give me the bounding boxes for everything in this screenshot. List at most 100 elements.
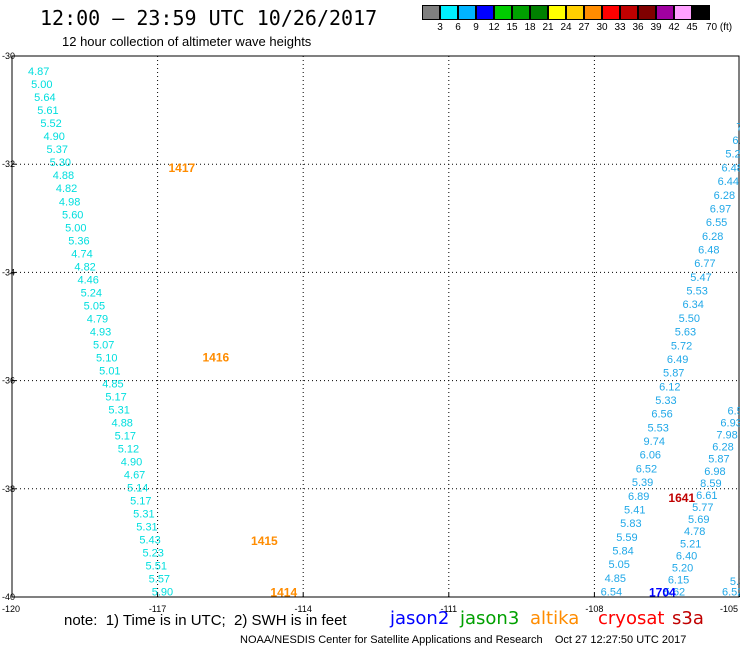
swh-value-west: 4.82 [56, 183, 77, 195]
swh-value-east: 5.83 [620, 518, 641, 530]
swh-value-west: 4.90 [121, 456, 142, 468]
page-subtitle: 12 hour collection of altimeter wave hei… [62, 34, 312, 49]
color-scale-label: 21 [542, 22, 554, 33]
mission-label-s3a: s3a [672, 608, 704, 629]
color-scale-label: 70 (ft) [706, 22, 733, 33]
swh-value-east: 6.52 [636, 463, 657, 475]
color-scale-swatch [512, 5, 530, 20]
y-tick-label: -34 [2, 267, 15, 277]
swh-value-west: 5.05 [84, 300, 105, 312]
color-scale-swatch [458, 5, 476, 20]
pass-time-label: 1417 [169, 161, 196, 175]
color-scale-label: 39 [650, 22, 662, 33]
swh-value-west: 5.43 [139, 535, 160, 547]
swh-value-east: 6.55 [706, 217, 727, 229]
swh-value-east: 6.06 [640, 450, 661, 462]
swh-value-east: 6.54 [601, 587, 622, 599]
swh-value-west: 5.52 [40, 118, 61, 130]
swh-value-west: 5.23 [142, 548, 163, 560]
swh-value-west: 4.98 [59, 196, 80, 208]
color-scale-label: 42 [668, 22, 680, 33]
swh-value-east: 6.8 [732, 135, 740, 147]
color-scale-swatch [638, 5, 656, 20]
x-tick-label: -117 [149, 604, 166, 614]
color-scale-label: 9 [473, 22, 479, 33]
y-tick-label: -38 [2, 484, 15, 494]
color-scale-swatch [584, 5, 602, 20]
swh-value-east: 6.56 [651, 409, 672, 421]
mission-label-cryosat: cryosat [598, 608, 665, 629]
swh-value-west: 5.60 [62, 209, 83, 221]
swh-value-east: 9.74 [644, 436, 665, 448]
swh-value-east2: 6.40 [676, 550, 697, 562]
swh-value-west: 5.10 [96, 352, 117, 364]
swh-value-east2: 6.5 [727, 405, 740, 417]
swh-value-west: 4.74 [71, 248, 92, 260]
swh-value-east: 6.34 [683, 299, 704, 311]
color-scale-label: 36 [632, 22, 644, 33]
swh-value-west: 5.00 [31, 79, 52, 91]
mission-label-jason3: jason3 [460, 608, 520, 629]
swh-value-east: 5.05 [608, 559, 629, 571]
swh-value-east2: 7.98 [716, 430, 737, 442]
swh-value-east: 5.50 [679, 313, 700, 325]
y-tick-label: -32 [2, 159, 15, 169]
swh-value-east: 6.48 [698, 244, 719, 256]
color-scale-swatch [692, 5, 710, 20]
swh-value-east: 5.72 [671, 340, 692, 352]
x-tick-label: -108 [585, 604, 603, 614]
swh-value-east2: 5.21 [680, 538, 701, 550]
swh-value-east: 6.12 [659, 381, 680, 393]
swh-value-west: 4.88 [112, 417, 133, 429]
color-scale-label: 6 [455, 22, 461, 33]
swh-value-east: 6.97 [710, 203, 731, 215]
color-scale-swatch [548, 5, 566, 20]
color-scale-label: 30 [596, 22, 608, 33]
swh-value-edge: 5.3 [730, 576, 740, 588]
mission-label-jason2: jason2 [390, 608, 450, 629]
y-tick-label: -36 [2, 376, 15, 386]
swh-value-edge: 6.52 [722, 587, 740, 599]
swh-value-east: 6.48 [721, 162, 740, 174]
swh-value-east: 5.63 [675, 327, 696, 339]
swh-value-east: 5.23 [725, 149, 740, 161]
swh-value-east: 6.77 [694, 258, 715, 270]
color-scale-label: 45 [686, 22, 698, 33]
swh-value-west: 5.01 [99, 365, 120, 377]
swh-value-west: 5.17 [130, 496, 151, 508]
color-scale-swatch [440, 5, 458, 20]
swh-value-east2: 6.28 [712, 442, 733, 454]
swh-value-west: 5.30 [50, 157, 71, 169]
swh-value-west: 4.79 [87, 313, 108, 325]
swh-value-west: 5.90 [152, 587, 173, 599]
x-tick-label: -114 [295, 604, 312, 614]
y-tick-label: -40 [2, 592, 15, 602]
swh-value-west: 4.46 [77, 274, 98, 286]
swh-value-east: 5.33 [655, 395, 676, 407]
pass-time-label: 1415 [251, 534, 278, 548]
swh-value-west: 5.24 [81, 287, 102, 299]
color-scale-swatch [674, 5, 692, 20]
swh-value-west: 5.12 [118, 443, 139, 455]
swh-value-east2: 6.15 [668, 575, 689, 587]
pass-time-label: 1416 [202, 350, 229, 364]
color-scale-swatch [530, 5, 548, 20]
swh-value-east2: 6.98 [704, 466, 725, 478]
swh-value-east: 5.84 [612, 546, 633, 558]
swh-value-east: 5.87 [663, 368, 684, 380]
color-scale-swatch [602, 5, 620, 20]
plot-frame [11, 55, 740, 598]
color-scale-swatch [620, 5, 638, 20]
color-scale-label: 15 [506, 22, 518, 33]
x-tick-label: -120 [2, 604, 20, 614]
pass-time-label: 1414 [270, 586, 297, 600]
swh-value-east: 5.47 [690, 272, 711, 284]
swh-value-east2: 5.87 [708, 454, 729, 466]
page-title: 12:00 – 23:59 UTC 10/26/2017 [40, 6, 378, 30]
swh-value-east: 5.59 [616, 532, 637, 544]
swh-value-west: 5.31 [133, 509, 154, 521]
footer-note: note: 1) Time is in UTC; 2) SWH is in fe… [64, 612, 347, 629]
swh-value-west: 5.17 [115, 430, 136, 442]
swh-value-east: 5.41 [624, 504, 645, 516]
